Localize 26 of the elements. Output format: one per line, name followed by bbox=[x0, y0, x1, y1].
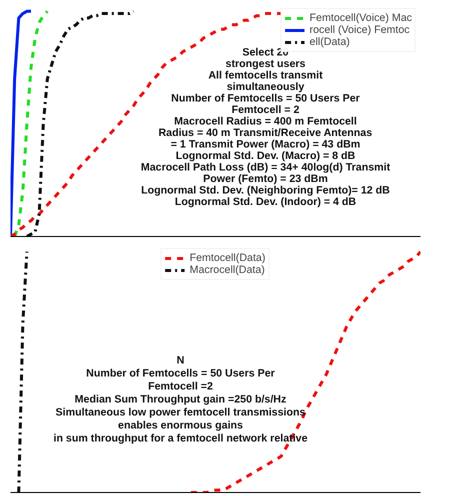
legend-label: Femtocell(Voice) Mac bbox=[310, 12, 412, 24]
legend-label: Femtocell(Data) bbox=[190, 252, 266, 264]
annotation: Macrocell Radius = 400 m Femtocell bbox=[174, 116, 357, 128]
annotation: Number of Femtocells = 50 Users Per bbox=[86, 368, 275, 380]
legend-label: ell(Data) bbox=[310, 36, 350, 48]
annotation: Macrocell Path Loss (dB) = 34+ 40log(d) Transmit bbox=[140, 162, 391, 174]
annotation: = 1 Transmit Power (Macro) = 43 dBm bbox=[170, 138, 360, 150]
annotation: Median Sum Throughput gain =250 b/s/Hz bbox=[74, 394, 286, 406]
annotation: in sum throughput for a femtocell network relative bbox=[53, 432, 308, 444]
annotation: Select 20 bbox=[242, 46, 289, 58]
annotation: strongest users bbox=[226, 58, 306, 70]
annotation: simultaneously bbox=[226, 81, 304, 93]
legend-label: Macrocell(Data) bbox=[190, 264, 265, 276]
annotation: Lognormal Std. Dev. (Neighboring Femto)= 12 dB bbox=[141, 184, 390, 196]
legend-label: rocell (Voice) Femtoc bbox=[310, 24, 410, 36]
annotation: Radius = 40 m Transmit/Receive Antennas bbox=[158, 127, 372, 139]
annotation: N bbox=[176, 354, 184, 366]
annotation: Power (Femto) = 23 dBm bbox=[203, 173, 328, 185]
annotation: Femtocell =2 bbox=[148, 380, 213, 392]
annotation: All femtocells transmit bbox=[208, 70, 324, 82]
annotation: Number of Femtocells = 50 Users Per bbox=[171, 92, 360, 104]
annotation: Femtocell = 2 bbox=[232, 104, 300, 116]
annotation: Lognormal Std. Dev. (Indoor) = 4 dB bbox=[174, 196, 356, 208]
annotation: Simultaneous low power femtocell transmissions bbox=[56, 406, 306, 418]
annotation: Lognormal Std. Dev. (Macro) = 8 dB bbox=[176, 150, 356, 162]
annotation: enables enormous gains bbox=[118, 420, 244, 432]
